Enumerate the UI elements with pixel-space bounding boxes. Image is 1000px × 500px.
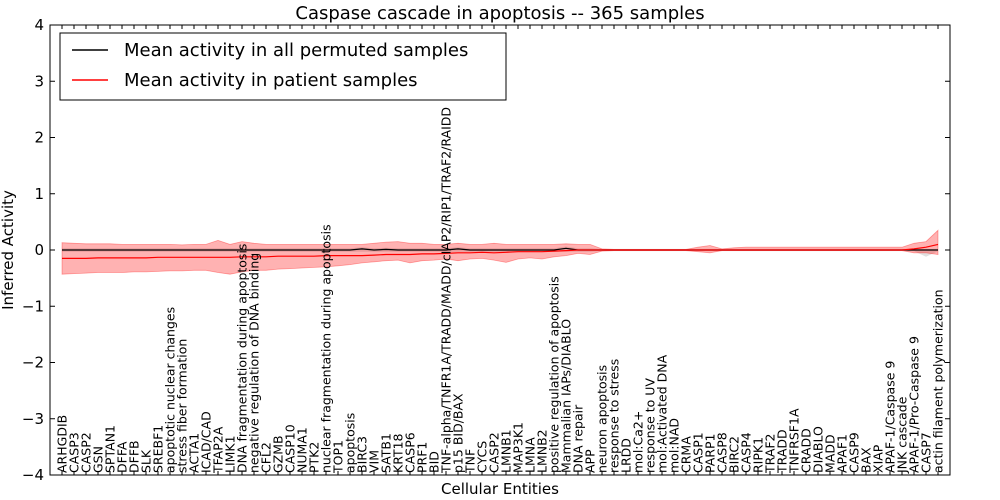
x-tick-label: LRDD bbox=[619, 438, 634, 473]
x-tick-label: JNK cascade bbox=[895, 396, 910, 474]
x-tick-label: SLK bbox=[139, 449, 154, 473]
x-tick-label: APAF1 bbox=[835, 434, 850, 473]
x-tick-label: RIPK1 bbox=[751, 437, 766, 473]
y-tick-label: −3 bbox=[22, 410, 44, 428]
x-tick-label: negative regulation of DNA binding bbox=[247, 253, 262, 473]
x-tick-label: CYCS bbox=[475, 441, 490, 473]
x-tick-label: CASP8 bbox=[715, 432, 730, 473]
x-tick-label: CRMA bbox=[679, 436, 694, 473]
x-tick-label: GSN bbox=[91, 446, 106, 473]
x-tick-label: Mammalian IAPs/DIABLO bbox=[559, 319, 574, 473]
y-axis: −4 −3 −2 −1 0 1 2 3 4 bbox=[22, 16, 950, 484]
y-tick-label: 4 bbox=[34, 16, 44, 34]
x-tick-label: PARP1 bbox=[703, 434, 718, 473]
x-tick-label: actin filament polymerization bbox=[931, 289, 946, 473]
x-tick-label: TOP1 bbox=[331, 440, 346, 474]
x-tick-label: response to UV bbox=[643, 378, 658, 473]
line-series-1 bbox=[62, 243, 939, 259]
x-tick-label: CASP7 bbox=[919, 432, 934, 473]
x-tick-label: TRADD bbox=[775, 429, 790, 474]
x-tick-label: DNA fragmentation during apoptosis bbox=[235, 244, 250, 473]
y-tick-label: −2 bbox=[22, 354, 44, 372]
x-tick-label: TNF-alpha/TNFR1A/TRADD/MADD/cIAP2/RIP1/T… bbox=[439, 107, 454, 474]
x-tick-label: SREBF1 bbox=[151, 425, 166, 473]
x-tick-label: CFL2 bbox=[259, 442, 274, 473]
x-tick-label: MAP3K1 bbox=[511, 422, 526, 473]
x-tick-label: CASP2 bbox=[79, 432, 94, 473]
x-tick-label: BIRC3 bbox=[355, 436, 370, 473]
x-tick-label: CASP9 bbox=[847, 432, 862, 473]
legend-box bbox=[59, 32, 507, 101]
x-tick-label: DFFA bbox=[115, 441, 130, 473]
x-tick-label: GZMB bbox=[271, 435, 286, 473]
x-tick-label: CASP6 bbox=[403, 432, 418, 473]
x-tick-label: TNFRSF1A bbox=[787, 408, 802, 474]
x-tick-label: CASP10 bbox=[283, 424, 298, 473]
x-tick-label: APAF-1/Pro-Caspase 9 bbox=[907, 336, 922, 473]
y-tick-label: −4 bbox=[22, 466, 44, 484]
y-tick-label: 0 bbox=[34, 241, 44, 259]
x-axis: ARHGDIBCASP3CASP2GSNSPTAN1DFFADFFBSLKSRE… bbox=[55, 25, 946, 475]
x-tick-label: DIABLO bbox=[811, 426, 826, 473]
x-tick-label: DNA repair bbox=[571, 404, 586, 473]
x-tick-label: response to stress bbox=[607, 359, 622, 473]
legend-entry-patient: Mean activity in patient samples bbox=[124, 70, 418, 91]
x-tick-label: APP bbox=[583, 449, 598, 473]
x-tick-label: TNF bbox=[463, 449, 478, 474]
x-tick-label: LMNB2 bbox=[535, 429, 550, 473]
legend-entry-permuted: Mean activity in all permuted samples bbox=[124, 40, 468, 61]
x-tick-label: apoptosis bbox=[343, 413, 358, 473]
x-tick-label: PRF1 bbox=[415, 442, 430, 473]
x-tick-label: PTK2 bbox=[307, 442, 322, 473]
y-tick-label: 1 bbox=[34, 185, 44, 203]
x-tick-label: BID bbox=[427, 451, 442, 473]
x-tick-label: LIMK1 bbox=[223, 435, 238, 473]
x-tick-label: mol:NAD bbox=[667, 418, 682, 473]
x-tick-label: APAF-1/Caspase 9 bbox=[883, 361, 898, 473]
x-tick-label: CASP2 bbox=[487, 432, 502, 473]
x-tick-label: BAX bbox=[859, 447, 874, 473]
x-tick-label: ACTA1 bbox=[187, 433, 202, 473]
x-tick-label: CASP1 bbox=[691, 432, 706, 473]
band-series-0 bbox=[62, 246, 938, 257]
x-tick-label: positive regulation of apoptosis bbox=[547, 276, 562, 473]
x-tick-label: LMNA bbox=[523, 437, 538, 473]
x-tick-label: DFFB bbox=[127, 440, 142, 473]
x-tick-label: neuron apoptosis bbox=[595, 365, 610, 473]
legend: Mean activity in all permuted samples Me… bbox=[59, 32, 507, 101]
x-tick-label: TFAP2A bbox=[211, 426, 226, 474]
x-tick-label: apoptotic nuclear changes bbox=[163, 307, 178, 473]
y-tick-label: 3 bbox=[34, 72, 44, 90]
x-tick-label: CASP3 bbox=[67, 432, 82, 473]
x-tick-label: MADD bbox=[823, 434, 838, 473]
x-tick-label: p15 BID/BAX bbox=[451, 393, 466, 473]
x-tick-label: ICAD/CAD bbox=[199, 411, 214, 473]
x-axis-label: Cellular Entities bbox=[441, 480, 559, 498]
x-tick-label: VIM bbox=[367, 450, 382, 473]
x-tick-label: SPTAN1 bbox=[103, 425, 118, 473]
chart-title: Caspase cascade in apoptosis -- 365 samp… bbox=[295, 3, 704, 24]
y-tick-label: −1 bbox=[22, 297, 44, 315]
x-tick-label: stress fiber formation bbox=[175, 339, 190, 473]
x-tick-label: CRADD bbox=[799, 428, 814, 473]
x-tick-label: mol:Ca2+ bbox=[631, 411, 646, 473]
x-tick-label: LMNB1 bbox=[499, 429, 514, 473]
x-tick-label: mol:Activated DNA bbox=[655, 354, 670, 473]
y-axis-label: Inferred Activity bbox=[0, 190, 17, 310]
y-tick-label: 2 bbox=[34, 129, 44, 147]
x-tick-label: KRT18 bbox=[391, 433, 406, 473]
x-tick-label: XIAP bbox=[871, 444, 886, 473]
x-tick-label: ARHGDIB bbox=[55, 415, 70, 473]
x-tick-label: TRAF2 bbox=[763, 433, 778, 474]
x-tick-label: SATB1 bbox=[379, 433, 394, 473]
x-tick-label: BIRC2 bbox=[727, 436, 742, 473]
x-tick-label: NUMA1 bbox=[295, 427, 310, 473]
x-tick-label: nuclear fragmentation during apoptosis bbox=[319, 224, 334, 473]
series-lines bbox=[62, 243, 939, 259]
x-tick-label: CASP4 bbox=[739, 432, 754, 473]
